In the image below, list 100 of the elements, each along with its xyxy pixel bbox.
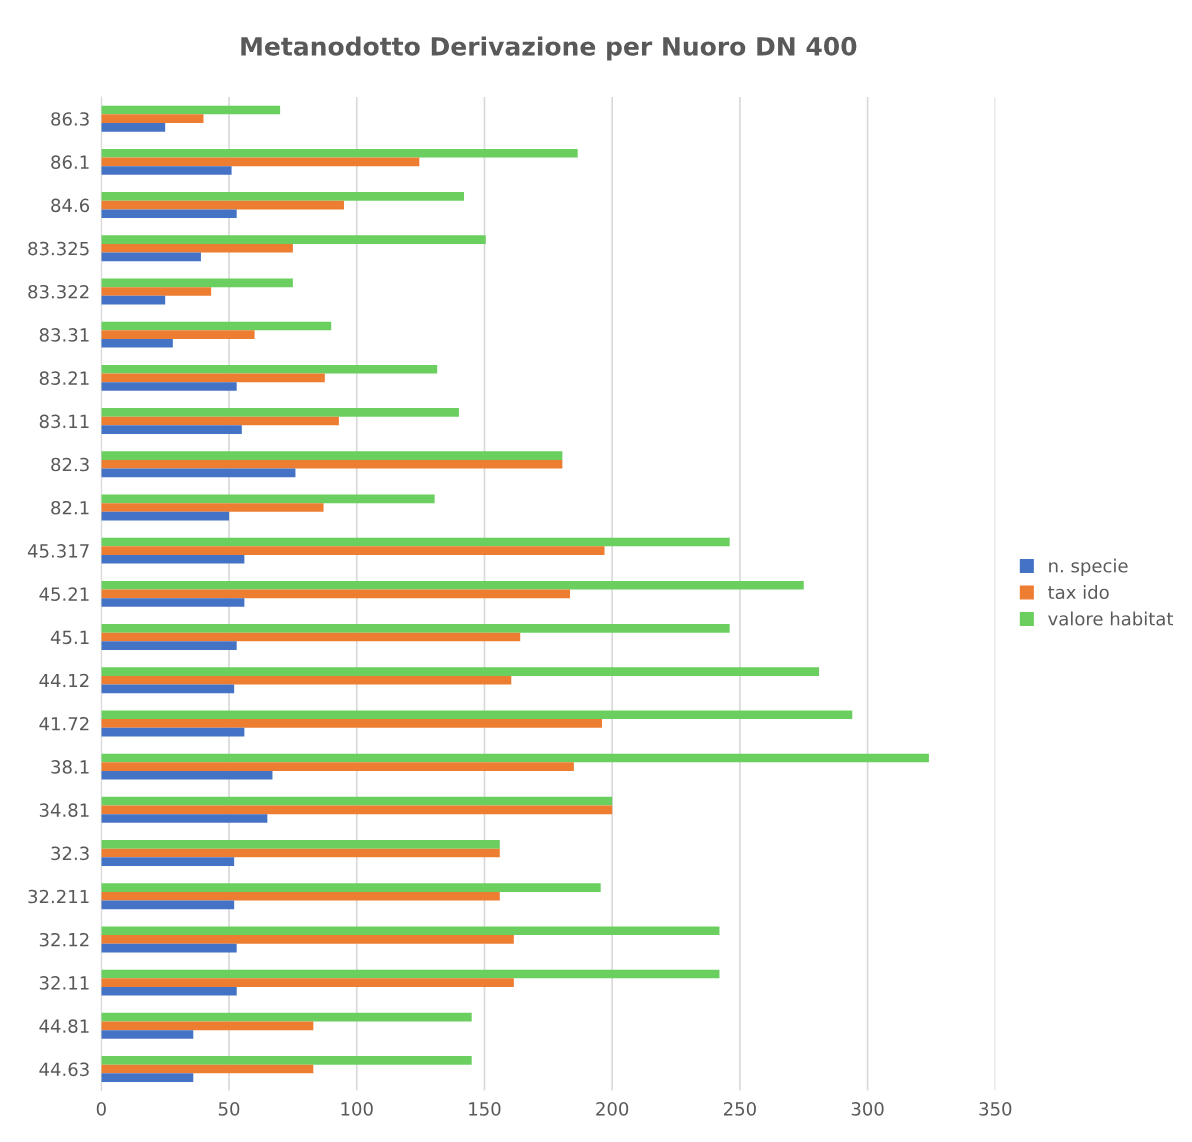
y-tick-label: 44.12 [39, 673, 89, 688]
bar [101, 840, 500, 849]
x-tick-label: 100 [341, 1102, 373, 1116]
bar [101, 192, 465, 201]
bar [101, 641, 237, 650]
bar [101, 891, 500, 901]
chart-title: Metanodotto Derivazione per Nuoro DN 400 [241, 36, 857, 61]
y-tick-label: 86.3 [51, 112, 89, 126]
bar [101, 1030, 194, 1039]
bar [101, 364, 438, 374]
bar [101, 243, 293, 253]
bar [101, 667, 820, 676]
bar [101, 589, 571, 599]
bar [101, 209, 237, 219]
bar [101, 338, 173, 348]
bar [101, 900, 235, 910]
y-tick-label: 32.11 [39, 976, 89, 990]
y-tick-label: 83.322 [28, 284, 89, 299]
bar [101, 235, 486, 244]
bar [101, 675, 512, 685]
bar [101, 321, 332, 331]
y-tick-label: 38.1 [51, 760, 89, 774]
bar [101, 148, 578, 158]
bar [101, 537, 730, 547]
y-tick-label: 84.6 [51, 198, 90, 213]
bar [101, 1064, 314, 1074]
bar [101, 287, 212, 296]
bar [101, 1056, 472, 1065]
legend-label: n. specie [1049, 558, 1128, 577]
bar [101, 805, 613, 815]
bar [101, 943, 237, 953]
legend-label: valore habitat [1048, 611, 1174, 626]
y-tick-label: 32.3 [51, 846, 89, 861]
bar [101, 857, 235, 866]
bar [101, 122, 166, 132]
x-tick-label: 200 [596, 1102, 629, 1116]
legend-label: tax ido [1048, 585, 1109, 600]
x-tick-label: 300 [851, 1102, 884, 1116]
bar [101, 978, 514, 987]
y-tick-label: 82.3 [51, 457, 89, 472]
bar [101, 252, 201, 262]
x-tick-label: 250 [723, 1102, 756, 1116]
bar [101, 814, 268, 823]
bar [101, 330, 255, 339]
y-tick-label: 45.317 [27, 544, 89, 558]
bar [101, 157, 420, 167]
bar [101, 166, 232, 175]
bar [101, 632, 521, 642]
bar [101, 503, 324, 512]
bar [101, 710, 853, 720]
bar [101, 408, 459, 417]
y-tick-label: 45.1 [50, 630, 89, 645]
bar [101, 295, 166, 305]
bar [101, 546, 605, 555]
bar [101, 494, 435, 504]
bar [101, 848, 500, 858]
y-tick-label: 44.63 [39, 1062, 89, 1077]
y-tick-label: 32.211 [28, 889, 89, 904]
bar [101, 1021, 314, 1031]
y-tick-label: 34.81 [39, 803, 89, 817]
x-tick-label: 350 [979, 1102, 1012, 1116]
bar [101, 382, 237, 391]
y-tick-label: 83.325 [28, 241, 89, 256]
bar [101, 986, 237, 996]
y-tick-label: 32.12 [39, 932, 89, 947]
y-tick-label: 86.1 [51, 155, 89, 169]
bar [101, 969, 720, 979]
bar [101, 762, 574, 771]
bar [101, 511, 230, 521]
bar [101, 373, 325, 383]
x-tick-label: 50 [218, 1102, 240, 1116]
bar [101, 1073, 194, 1082]
bar [101, 624, 730, 633]
bar [101, 770, 273, 780]
bar [101, 278, 293, 288]
bar [101, 753, 929, 763]
y-tick-label: 83.21 [39, 371, 89, 385]
bar [101, 796, 613, 806]
bar [101, 598, 245, 607]
bar [101, 468, 296, 478]
bar [101, 684, 235, 694]
bar [101, 883, 601, 892]
bar [101, 1012, 472, 1022]
y-tick-label: 83.31 [39, 328, 89, 342]
x-tick-label: 0 [96, 1102, 106, 1116]
y-tick-label: 44.81 [39, 1019, 89, 1033]
bar [101, 425, 242, 435]
bar [101, 926, 720, 936]
x-tick-label: 150 [469, 1102, 501, 1116]
bar [101, 554, 245, 564]
bar [101, 105, 281, 115]
y-tick-label: 41.72 [39, 716, 89, 731]
bar [101, 580, 804, 590]
bar [101, 727, 245, 737]
bar [101, 459, 563, 469]
bar [101, 451, 563, 460]
y-tick-label: 83.11 [39, 414, 89, 429]
bar [101, 719, 602, 728]
bar [101, 200, 344, 210]
bar [101, 416, 339, 426]
